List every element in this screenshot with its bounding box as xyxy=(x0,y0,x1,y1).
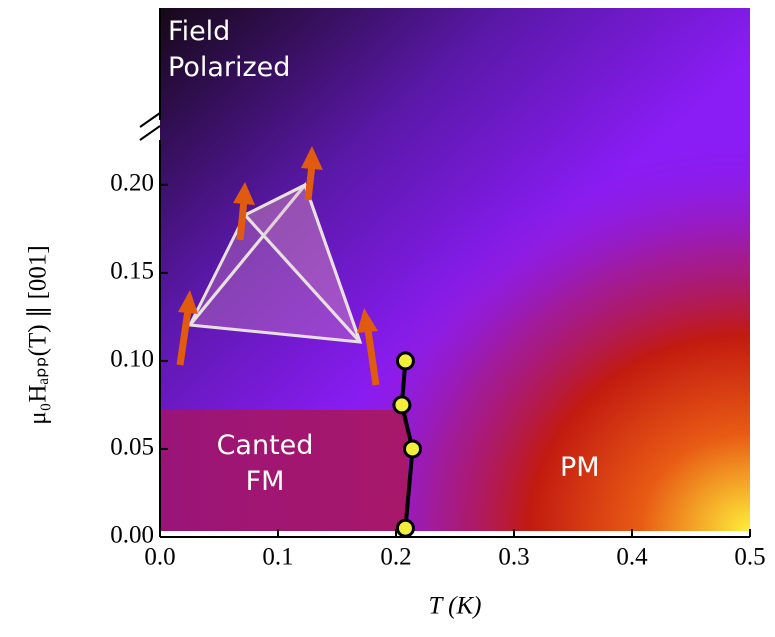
y-axis-label: μ₀Hₐₚₚ(T) ∥ [001] xyxy=(25,245,52,425)
point xyxy=(403,439,423,459)
canted-region xyxy=(160,410,408,531)
annotation: PM xyxy=(560,452,600,483)
annotation: Canted FM xyxy=(216,430,314,497)
axis-break xyxy=(139,112,161,128)
spin-head xyxy=(178,290,198,314)
x-tick-label: 0.5 xyxy=(734,544,765,571)
spin xyxy=(364,329,380,386)
annotation: Field Polarized xyxy=(168,16,291,83)
axes xyxy=(139,8,750,538)
x-tick-label: 0.1 xyxy=(262,544,293,571)
spins xyxy=(176,146,380,386)
y-tick-label: 0.15 xyxy=(110,258,154,285)
spin-head xyxy=(357,308,378,333)
y-tick-label: 0.00 xyxy=(110,522,154,549)
x-tick-label: 0.4 xyxy=(616,544,648,571)
spin-head xyxy=(233,182,255,205)
y-tick-label: 0.20 xyxy=(110,170,154,197)
axis-break xyxy=(139,125,161,141)
spin xyxy=(304,164,316,201)
y-tick-label: 0.10 xyxy=(110,346,154,373)
x-tick-label: 0.3 xyxy=(498,544,529,571)
spin xyxy=(176,309,192,366)
spin-head xyxy=(301,146,323,170)
x-tick-label: 0.2 xyxy=(380,544,411,571)
y-tick-label: 0.05 xyxy=(110,434,154,461)
x-tick-label: 0.0 xyxy=(144,544,175,571)
x-axis-label: T (K) xyxy=(428,593,481,620)
phase-boundary xyxy=(399,360,415,529)
tetrahedron xyxy=(187,181,363,344)
point xyxy=(395,518,415,538)
point xyxy=(392,395,412,415)
point xyxy=(395,351,415,371)
spin xyxy=(236,199,248,241)
edge xyxy=(243,213,362,344)
